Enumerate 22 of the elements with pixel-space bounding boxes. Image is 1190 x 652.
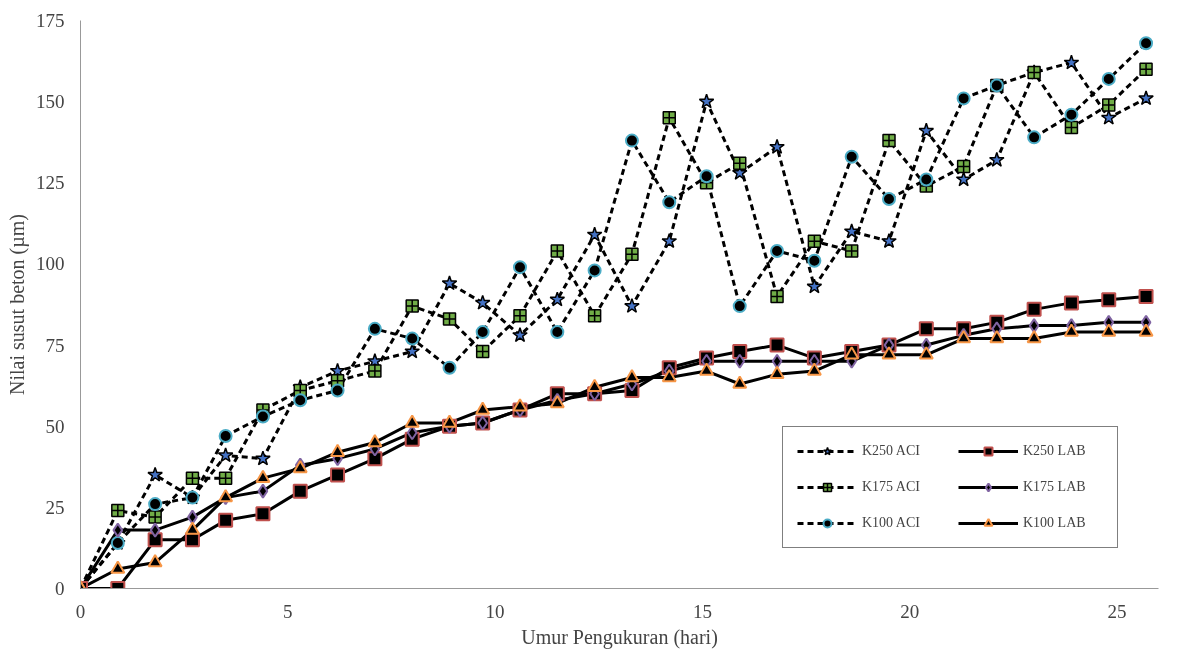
y-tick-label: 175 <box>36 10 65 31</box>
y-tick-label: 50 <box>45 415 65 437</box>
x-tick-label: 15 <box>692 600 712 622</box>
legend-label: K250 ACI <box>862 443 921 459</box>
y-tick-label: 100 <box>36 253 65 275</box>
y-tick-label: 125 <box>36 172 65 194</box>
x-tick-label: 5 <box>283 600 293 622</box>
y-tick-label: 25 <box>45 496 65 518</box>
x-tick-label: 10 <box>485 600 505 622</box>
x-tick-label: 20 <box>900 600 920 622</box>
y-tick-label: 75 <box>45 334 65 356</box>
x-tick-label: 25 <box>1107 600 1127 622</box>
y-axis-title: Nilai susut beton (µm) <box>6 214 29 395</box>
y-tick-label: 150 <box>36 91 65 113</box>
legend-label: K100 LAB <box>1023 515 1087 531</box>
x-tick-label: 0 <box>75 600 86 622</box>
legend-label: K175 LAB <box>1023 479 1087 495</box>
legend-label: K175 ACI <box>862 479 921 495</box>
x-axis-title: Umur Pengukuran (hari) <box>521 625 718 649</box>
legend-label: K250 LAB <box>1023 443 1087 459</box>
y-tick-label: 0 <box>55 578 65 599</box>
legend-label: K100 ACI <box>862 515 921 531</box>
